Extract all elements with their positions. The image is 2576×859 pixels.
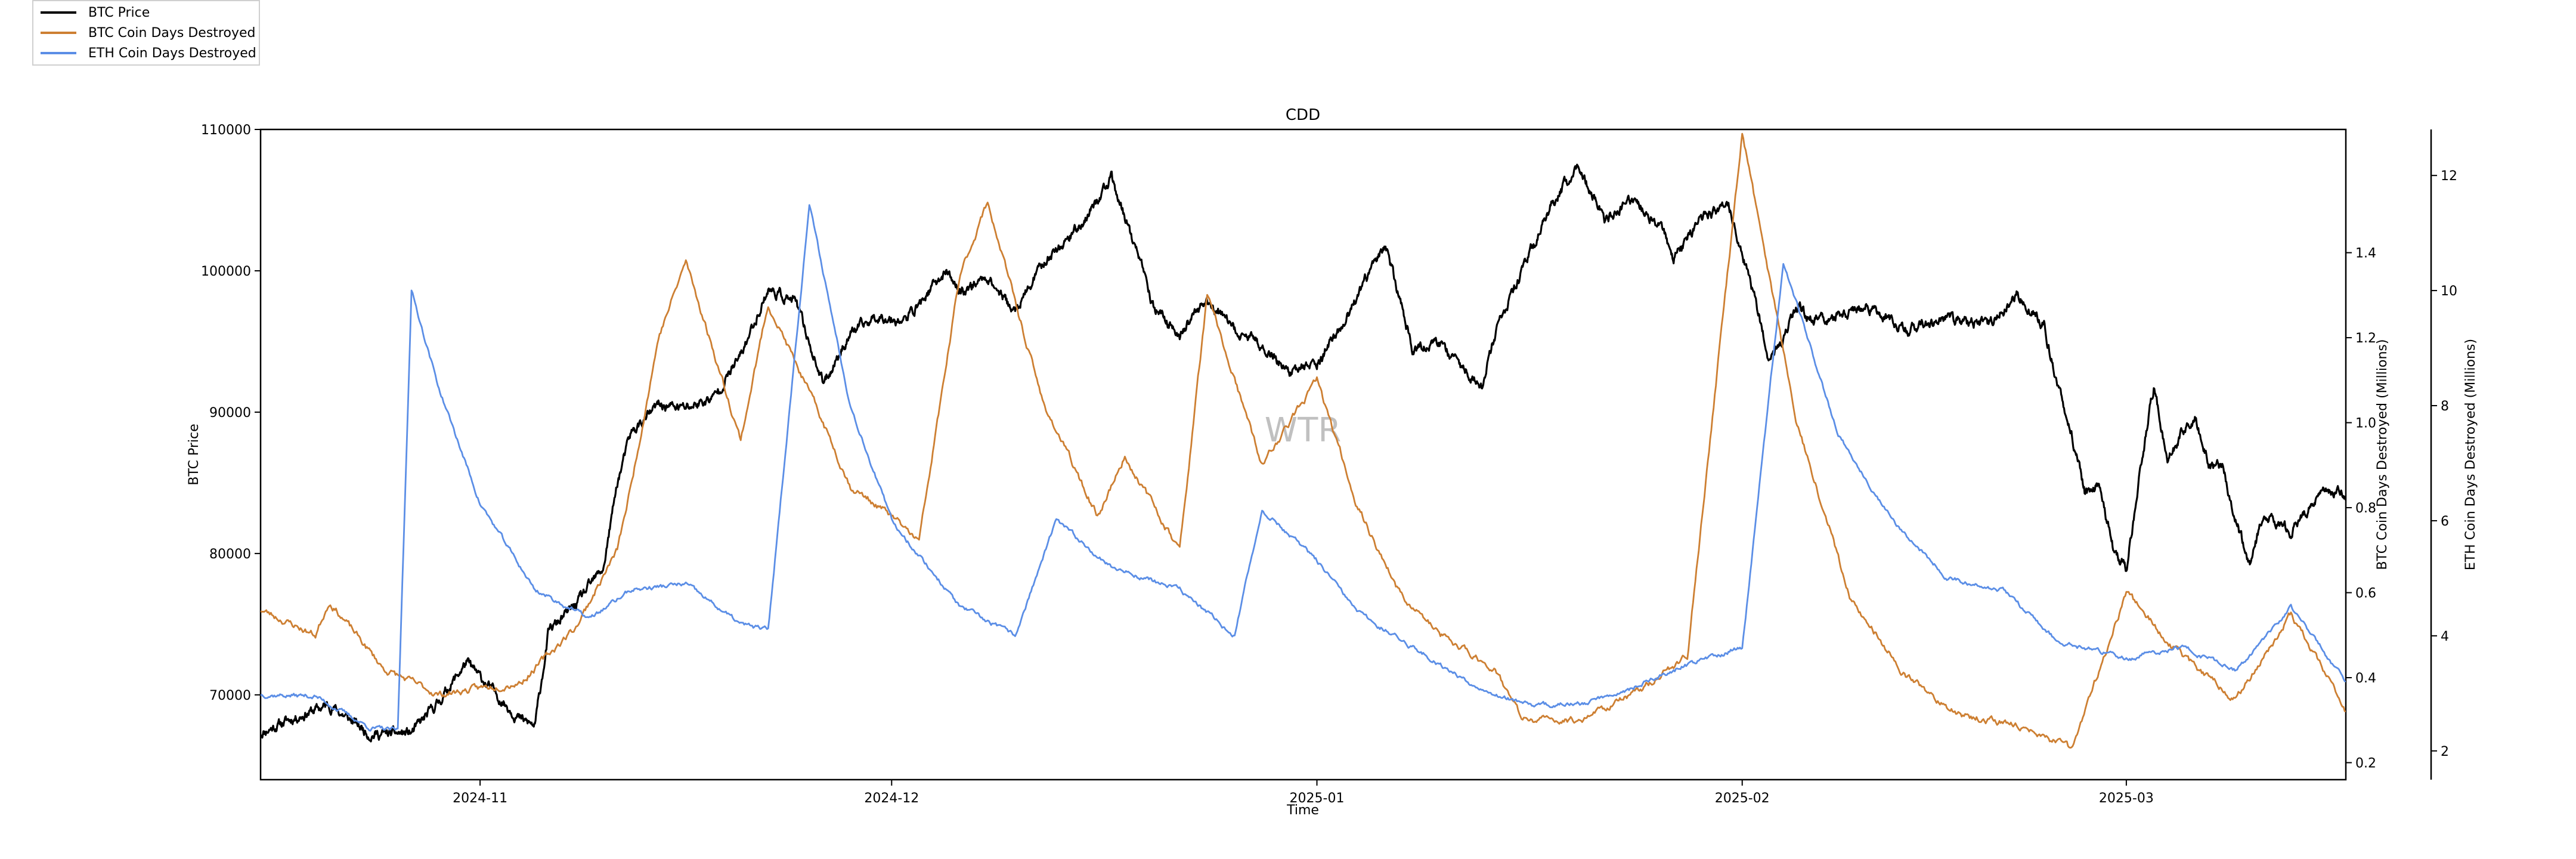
series-line-btc-price: [261, 163, 2346, 743]
right1-tick-label: 0.8: [2355, 501, 2376, 516]
right2-tick-label: 4: [2441, 629, 2449, 644]
chart-title: CDD: [1286, 106, 1320, 124]
legend: BTC Price BTC Coin Days Destroyed ETH Co…: [32, 0, 260, 66]
right1-tick-label: 1.0: [2355, 416, 2376, 431]
right1-tick-label: 0.4: [2355, 671, 2376, 686]
right1-tick-label: 0.6: [2355, 586, 2376, 601]
legend-swatch-btc-cdd: [41, 32, 76, 34]
legend-swatch-btc-price: [41, 11, 76, 14]
left-tick-label: 80000: [209, 547, 251, 562]
legend-label-btc-cdd: BTC Coin Days Destroyed: [88, 25, 256, 41]
right2-tick-label: 6: [2441, 514, 2449, 529]
x-tick-label: 2024-11: [453, 791, 507, 806]
x-axis-label: Time: [1286, 803, 1319, 818]
plot-area: [259, 128, 2347, 781]
legend-item-btc-price: BTC Price: [41, 2, 150, 23]
right2-tick-label: 2: [2441, 744, 2449, 759]
legend-label-btc-price: BTC Price: [88, 5, 150, 20]
right2-tick-label: 12: [2441, 169, 2457, 184]
legend-swatch-eth-cdd: [41, 52, 76, 54]
left-tick-label: 110000: [201, 123, 251, 138]
right1-tick-label: 1.2: [2355, 331, 2376, 346]
x-axis-ticks: 2024-11 2024-12 2025-01 2025-02 2025-03: [453, 780, 2154, 806]
right-axis-eth-cdd-ticks: 2 4 6 8 10 12: [2431, 169, 2457, 759]
left-axis-label: BTC Price: [187, 424, 202, 485]
series-line-btc-cdd: [261, 132, 2346, 749]
left-tick-label: 90000: [209, 406, 251, 421]
legend-item-btc-cdd: BTC Coin Days Destroyed: [41, 23, 255, 43]
right2-tick-label: 8: [2441, 399, 2449, 414]
right2-tick-label: 10: [2441, 284, 2457, 299]
x-tick-label: 2025-02: [1715, 791, 1770, 806]
series-layer: [261, 132, 2346, 749]
left-tick-label: 100000: [201, 264, 251, 279]
series-line-eth-cdd: [261, 204, 2346, 732]
right1-tick-label: 1.4: [2355, 246, 2376, 261]
right-axis-eth-cdd-label: ETH Coin Days Destroyed (Millions): [2463, 339, 2478, 570]
legend-label-eth-cdd: ETH Coin Days Destroyed: [88, 45, 256, 61]
x-tick-label: 2025-01: [1290, 791, 1345, 806]
right-axis-btc-cdd-label: BTC Coin Days Destroyed (Millions): [2375, 339, 2390, 570]
right-axis-btc-cdd-ticks: 0.2 0.4 0.6 0.8 1.0 1.2 1.4: [2346, 246, 2376, 771]
left-tick-label: 70000: [209, 688, 251, 703]
x-tick-label: 2024-12: [864, 791, 919, 806]
left-axis-ticks: 70000 80000 90000 100000 110000: [201, 123, 261, 703]
x-tick-label: 2025-03: [2099, 791, 2154, 806]
legend-item-eth-cdd: ETH Coin Days Destroyed: [41, 43, 256, 63]
right1-tick-label: 0.2: [2355, 756, 2376, 771]
